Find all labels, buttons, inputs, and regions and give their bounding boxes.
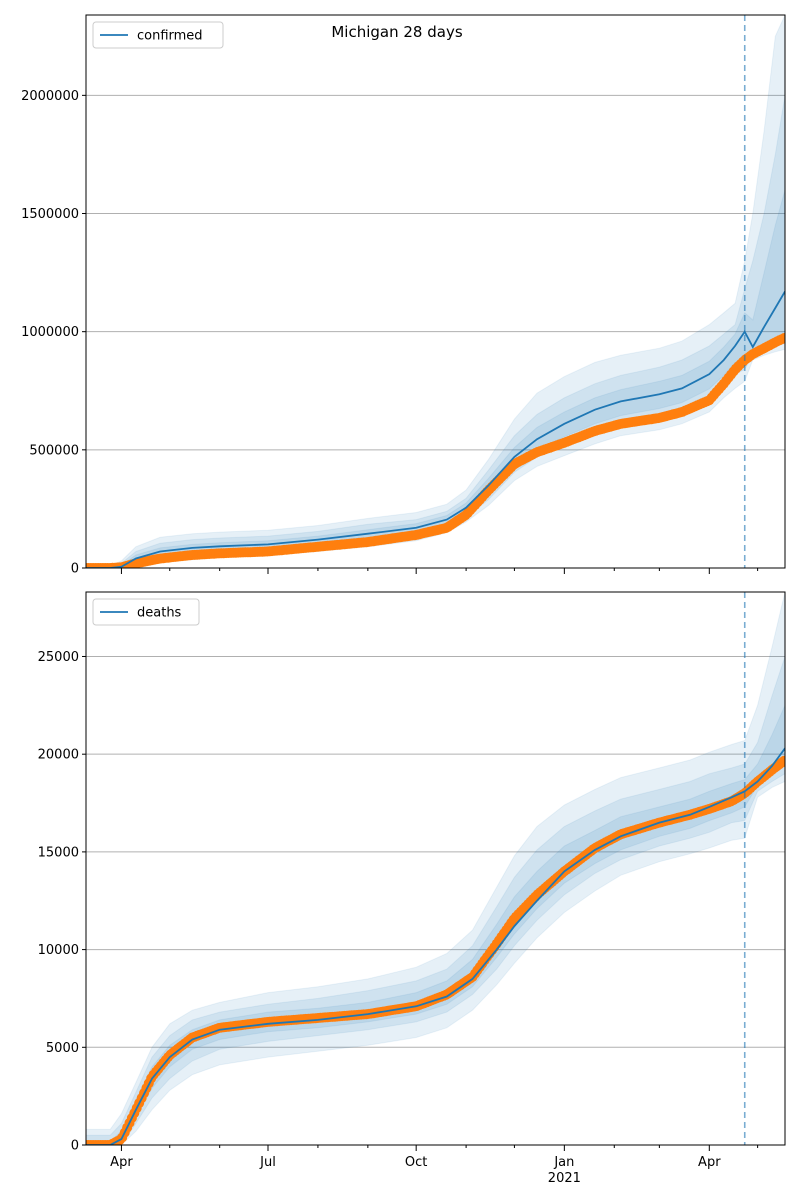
x-tick-label: Apr — [110, 1155, 133, 1170]
y-tick-label: 5000 — [46, 1041, 79, 1056]
confirmed-panel: 0 500000 1000000 1500000 2000000 confirmed — [21, 14, 786, 577]
y-tick-label: 0 — [71, 1139, 79, 1154]
y-tick-label: 2000000 — [21, 89, 79, 104]
y-tick-label: 15000 — [38, 845, 79, 860]
x-tick-label: Jan — [553, 1155, 574, 1170]
y-tick-label: 1500000 — [21, 207, 79, 222]
legend-box — [92, 21, 224, 49]
deaths-panel: 0 5000 10000 15000 20000 25000 Apr Jul Oct Jan202… — [38, 591, 786, 1186]
y-tick-label: 1000000 — [21, 325, 79, 340]
x-tick-label: Oct — [405, 1155, 427, 1170]
y-tick-label: 25000 — [38, 650, 79, 665]
legend-box — [92, 598, 200, 626]
confidence-band — [86, 15, 785, 568]
model-line — [86, 747, 785, 1145]
y-tick-label: 0 — [71, 562, 79, 577]
axes-frame — [85, 14, 786, 569]
y-tick-label: 500000 — [29, 443, 79, 458]
figure-title: Michigan 28 days — [331, 23, 462, 41]
plot-area — [86, 15, 785, 568]
confidence-band — [86, 592, 785, 1145]
y-tick-label: 10000 — [38, 943, 79, 958]
observed-point — [779, 333, 785, 343]
model-line — [86, 291, 785, 568]
x-tick-label: Apr — [698, 1155, 721, 1170]
legend-label: deaths — [137, 606, 182, 621]
legend: confirmed — [92, 21, 224, 49]
confidence-band — [86, 705, 785, 1145]
x-tick-year-label: 2021 — [548, 1171, 581, 1186]
y-tick-label: 20000 — [38, 748, 79, 763]
plot-area — [86, 592, 785, 1145]
legend-label: confirmed — [137, 29, 203, 44]
x-tick-label: Jul — [259, 1155, 276, 1170]
observed-point — [779, 755, 785, 766]
axes-frame — [85, 591, 786, 1146]
legend: deaths — [92, 598, 200, 626]
